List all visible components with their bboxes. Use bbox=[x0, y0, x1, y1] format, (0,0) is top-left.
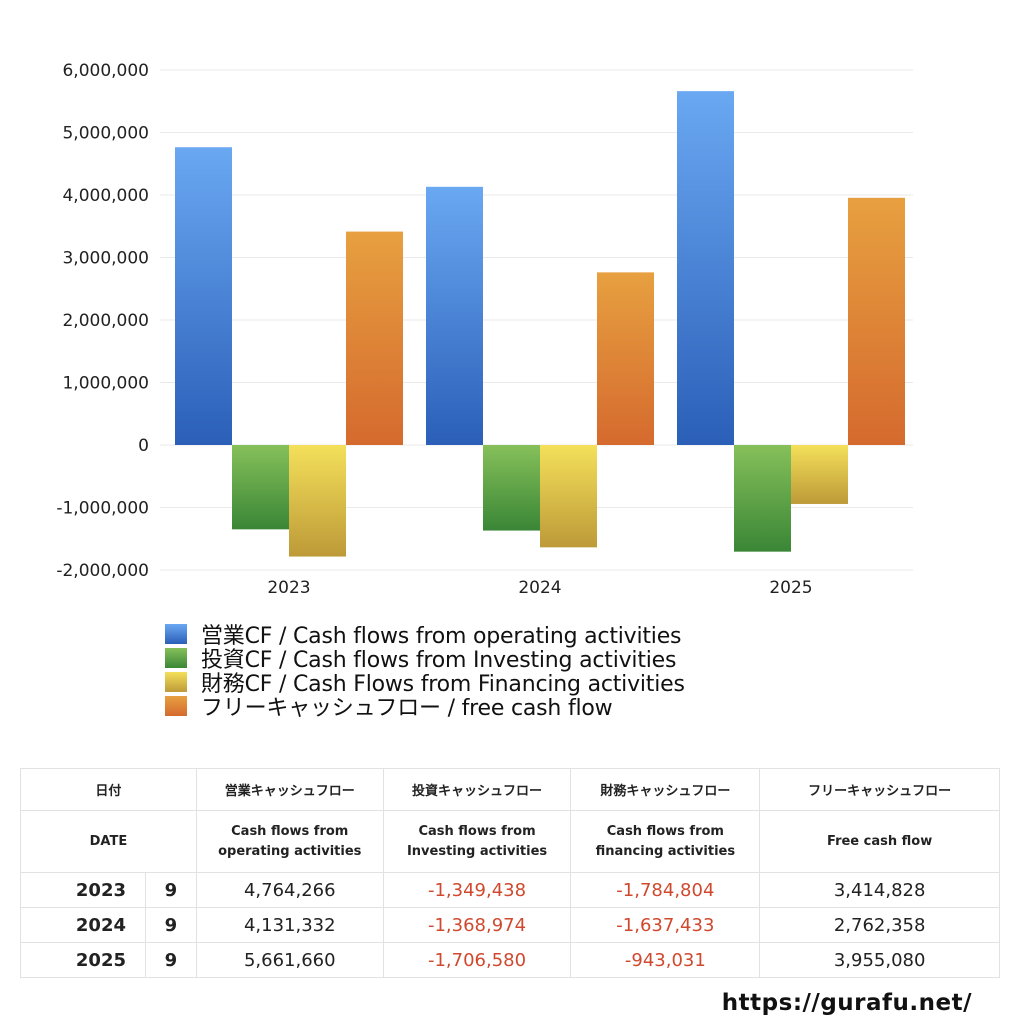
header-financing-en-line2: financing activities bbox=[595, 843, 736, 859]
table-row: 2025 9 5,661,660 -1,706,580 -943,031 3,9… bbox=[20, 942, 1000, 978]
table-row: 2024 9 4,131,332 -1,368,974 -1,637,433 2… bbox=[20, 907, 1000, 943]
x-axis-tick-labels: 2023 2024 2025 bbox=[267, 578, 812, 598]
legend-item-investing: 投資CF / Cash flows from Investing activit… bbox=[165, 646, 685, 673]
row-free: 3,414,828 bbox=[759, 872, 1000, 908]
legend-item-financing: 財務CF / Cash Flows from Financing activit… bbox=[165, 670, 685, 697]
header-operating-en-line2: operating activities bbox=[218, 843, 362, 859]
row-investing: -1,706,580 bbox=[382, 942, 572, 978]
y-tick-label: 4,000,000 bbox=[62, 186, 149, 206]
x-tick-label: 2024 bbox=[518, 578, 561, 598]
table-header-row-ja: 日付 営業キャッシュフロー 投資キャッシュフロー 財務キャッシュフロー フリーキ… bbox=[20, 768, 1000, 811]
header-free-ja: フリーキャッシュフロー bbox=[759, 768, 1000, 811]
table-row: 2023 9 4,764,266 -1,349,438 -1,784,804 3… bbox=[20, 872, 1000, 908]
bar-2025-series-1 bbox=[734, 445, 791, 552]
bar-2024-series-3 bbox=[597, 272, 654, 445]
legend-label: フリーキャッシュフロー / free cash flow bbox=[201, 696, 613, 721]
header-investing-ja: 投資キャッシュフロー bbox=[382, 768, 572, 811]
header-date-ja: 日付 bbox=[20, 768, 197, 811]
legend-label: 投資CF / Cash flows from Investing activit… bbox=[201, 648, 677, 673]
bar-2024-series-1 bbox=[483, 445, 540, 531]
bar-2024-series-2 bbox=[540, 445, 597, 548]
header-operating-en: Cash flows from operating activities bbox=[195, 810, 384, 873]
row-investing: -1,368,974 bbox=[382, 907, 572, 943]
y-tick-label: 3,000,000 bbox=[62, 249, 149, 269]
chart-bars bbox=[175, 91, 905, 557]
header-investing-en-line1: Cash flows from bbox=[418, 823, 536, 839]
y-tick-label: -2,000,000 bbox=[56, 561, 149, 581]
row-month: 9 bbox=[144, 907, 197, 943]
header-operating-ja: 営業キャッシュフロー bbox=[195, 768, 384, 811]
legend-swatch-financing bbox=[165, 672, 187, 692]
legend-swatch-operating bbox=[165, 624, 187, 644]
legend-swatch-investing bbox=[165, 648, 187, 668]
row-year: 2023 bbox=[20, 872, 146, 908]
header-free-en: Free cash flow bbox=[759, 810, 1000, 873]
cash-flow-table: 日付 営業キャッシュフロー 投資キャッシュフロー 財務キャッシュフロー フリーキ… bbox=[20, 768, 1000, 978]
header-financing-ja: 財務キャッシュフロー bbox=[570, 768, 761, 811]
y-tick-label: 2,000,000 bbox=[62, 311, 149, 331]
chart-legend: 営業CF / Cash flows from operating activit… bbox=[165, 622, 685, 721]
header-investing-en: Cash flows from Investing activities bbox=[382, 810, 572, 873]
header-financing-en-line1: Cash flows from bbox=[606, 823, 724, 839]
row-free: 2,762,358 bbox=[759, 907, 1000, 943]
bar-2023-series-3 bbox=[346, 231, 403, 445]
bar-2024-series-0 bbox=[426, 186, 483, 445]
row-year: 2024 bbox=[20, 907, 146, 943]
row-investing: -1,349,438 bbox=[382, 872, 572, 908]
row-financing: -943,031 bbox=[570, 942, 761, 978]
legend-swatch-free-cash-flow bbox=[165, 696, 187, 716]
row-operating: 4,764,266 bbox=[195, 872, 384, 908]
header-operating-en-line1: Cash flows from bbox=[231, 823, 349, 839]
row-month: 9 bbox=[144, 942, 197, 978]
y-tick-label: 0 bbox=[138, 436, 149, 456]
row-operating: 5,661,660 bbox=[195, 942, 384, 978]
x-tick-label: 2025 bbox=[769, 578, 812, 598]
header-date-en: DATE bbox=[20, 810, 197, 873]
cash-flow-bar-chart: 6,000,000 5,000,000 4,000,000 3,000,000 2,00… bbox=[56, 61, 913, 598]
x-tick-label: 2023 bbox=[267, 578, 310, 598]
header-financing-en: Cash flows from financing activities bbox=[570, 810, 761, 873]
y-tick-label: 6,000,000 bbox=[62, 61, 149, 81]
header-investing-en-line2: Investing activities bbox=[406, 843, 548, 859]
row-year: 2025 bbox=[20, 942, 146, 978]
y-tick-label: -1,000,000 bbox=[56, 499, 149, 519]
row-month: 9 bbox=[144, 872, 197, 908]
bar-2023-series-1 bbox=[232, 445, 289, 530]
row-financing: -1,784,804 bbox=[570, 872, 761, 908]
row-financing: -1,637,433 bbox=[570, 907, 761, 943]
site-url[interactable]: https://gurafu.net/ bbox=[721, 990, 972, 1016]
row-free: 3,955,080 bbox=[759, 942, 1000, 978]
bar-2025-series-3 bbox=[848, 197, 905, 445]
y-tick-label: 1,000,000 bbox=[62, 374, 149, 394]
bar-2025-series-2 bbox=[791, 445, 848, 504]
legend-label: 営業CF / Cash flows from operating activit… bbox=[201, 624, 682, 649]
legend-item-free-cash-flow: フリーキャッシュフロー / free cash flow bbox=[165, 694, 685, 721]
y-axis-tick-labels: 6,000,000 5,000,000 4,000,000 3,000,000 2,00… bbox=[56, 61, 149, 581]
bar-2025-series-0 bbox=[677, 91, 734, 446]
table-header-row-en: DATE Cash flows from operating activities… bbox=[20, 810, 1000, 873]
row-operating: 4,131,332 bbox=[195, 907, 384, 943]
bar-2023-series-0 bbox=[175, 147, 232, 445]
bar-2023-series-2 bbox=[289, 445, 346, 557]
legend-item-operating: 営業CF / Cash flows from operating activit… bbox=[165, 622, 685, 649]
y-tick-label: 5,000,000 bbox=[62, 124, 149, 144]
legend-label: 財務CF / Cash Flows from Financing activit… bbox=[201, 672, 685, 697]
